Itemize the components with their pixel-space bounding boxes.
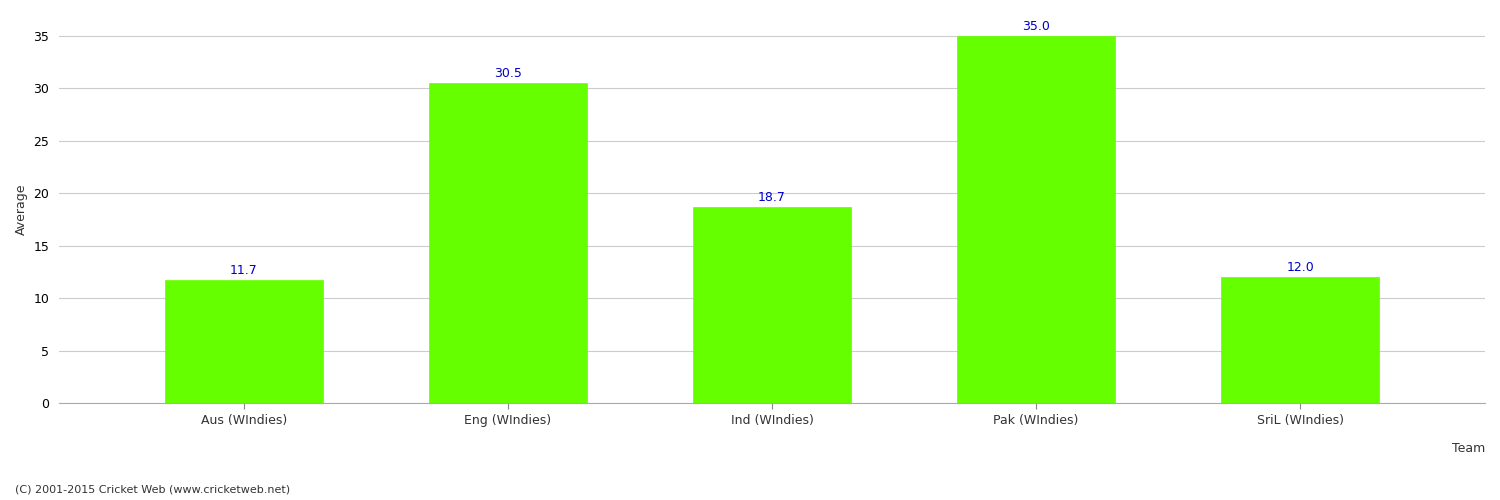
Bar <box>429 83 586 403</box>
Bar <box>693 207 852 403</box>
Bar <box>957 36 1116 403</box>
Bar <box>165 280 322 403</box>
Text: 18.7: 18.7 <box>758 191 786 204</box>
Bar <box>1221 277 1380 403</box>
Text: 35.0: 35.0 <box>1022 20 1050 33</box>
Text: 30.5: 30.5 <box>494 67 522 80</box>
Text: 12.0: 12.0 <box>1287 261 1314 274</box>
Text: 11.7: 11.7 <box>230 264 258 277</box>
Text: Team: Team <box>1452 442 1485 455</box>
Y-axis label: Average: Average <box>15 184 28 235</box>
Text: (C) 2001-2015 Cricket Web (www.cricketweb.net): (C) 2001-2015 Cricket Web (www.cricketwe… <box>15 485 290 495</box>
